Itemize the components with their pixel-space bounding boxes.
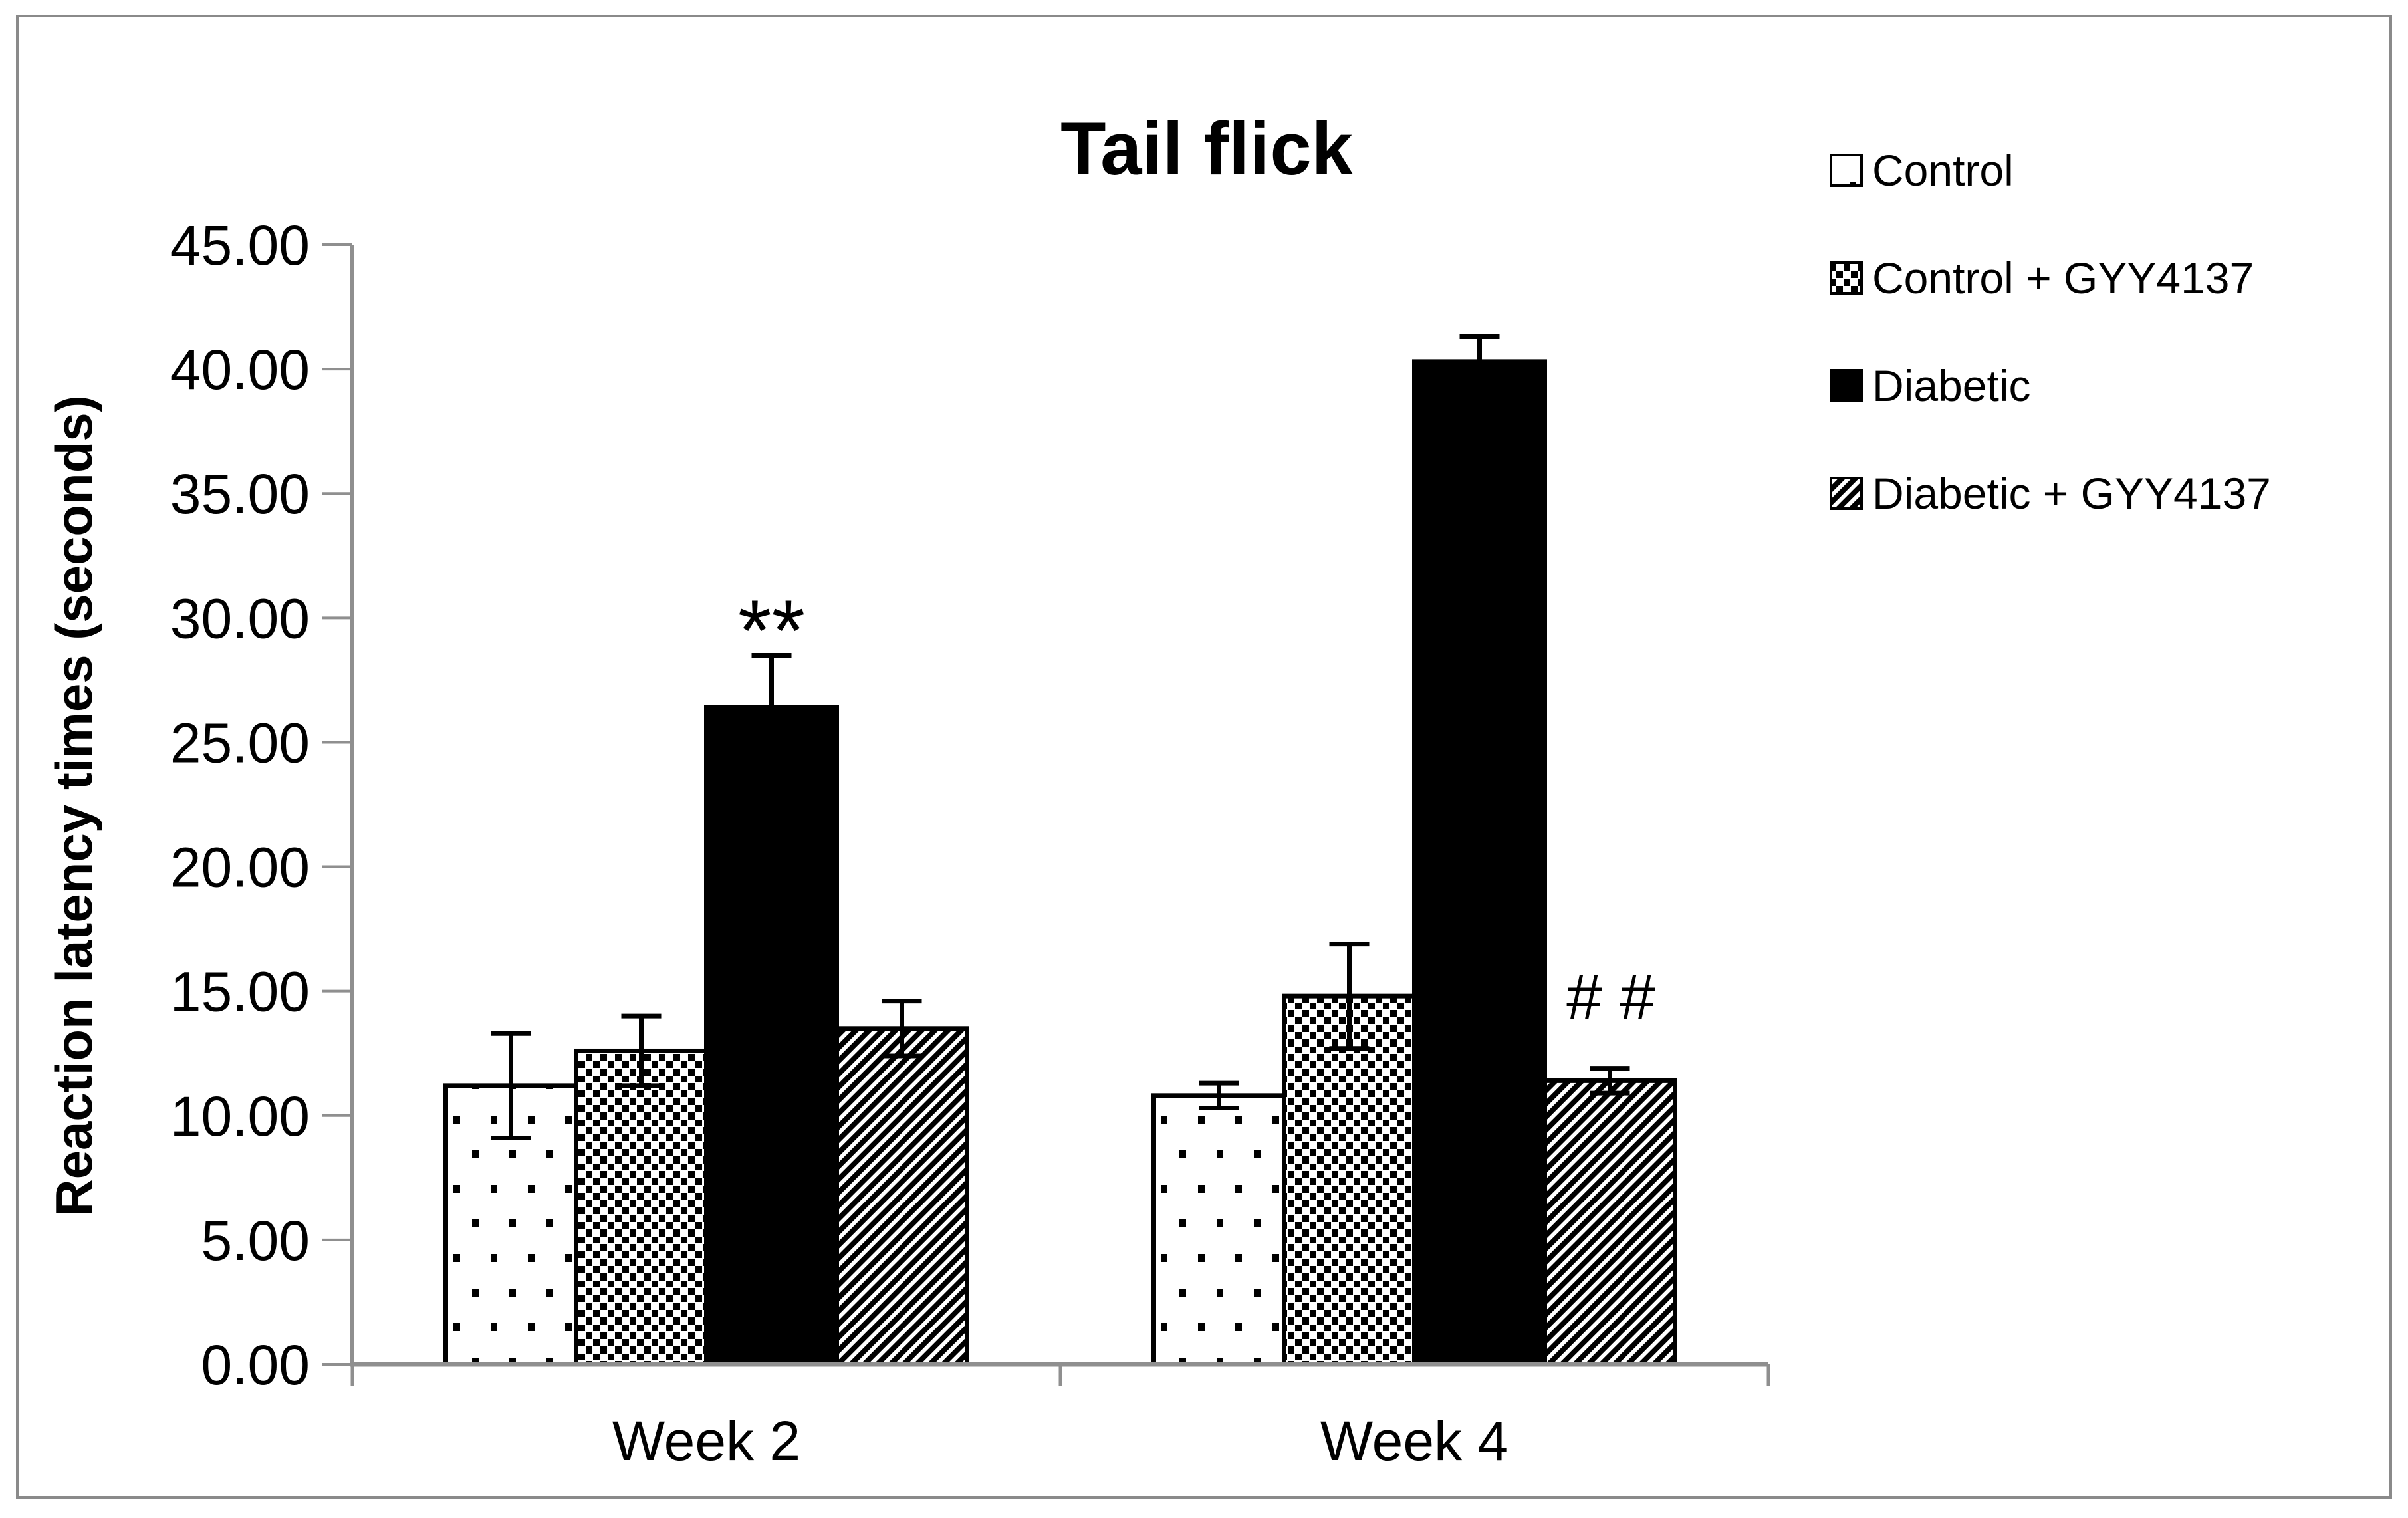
annotation--week-2: ** — [738, 582, 805, 679]
bars-group — [443, 359, 1677, 1367]
annotation--week-4: # # — [1566, 961, 1655, 1033]
bar-week-2-diabetic — [704, 705, 839, 1367]
y-tick-label-45.00: 45.00 — [170, 214, 310, 277]
y-tick-label-0.00: 0.00 — [201, 1334, 310, 1396]
bar-week-2-control-gyy4137 — [574, 1048, 709, 1367]
legend-group: Control Control + GYY4137 Diabetic Diabetic… — [1830, 146, 2271, 518]
y-tick-label-20.00: 20.00 — [170, 836, 310, 899]
error-bars-group — [491, 334, 1630, 1140]
legend-label-diabetic-gyy4137: Diabetic + GYY4137 — [1872, 469, 2271, 518]
legend-swatch-diabetic-gyy4137 — [1830, 477, 1863, 510]
bar-week-4-control — [1151, 1093, 1286, 1367]
y-tick-label-5.00: 5.00 — [201, 1209, 310, 1272]
legend-swatch-control-gyy4137 — [1830, 261, 1863, 295]
y-tick-label-15.00: 15.00 — [170, 961, 310, 1023]
y-tick-label-35.00: 35.00 — [170, 463, 310, 525]
y-tick-label-25.00: 25.00 — [170, 711, 310, 774]
bar-week-4-diabetic — [1412, 359, 1547, 1367]
annotations-group: ** # # — [738, 582, 1655, 1033]
legend-label-diabetic: Diabetic — [1872, 361, 2030, 410]
axes-group — [350, 245, 1770, 1386]
chart-title: Tail flick — [1060, 107, 1354, 190]
y-tick-label-10.00: 10.00 — [170, 1085, 310, 1148]
y-axis-title: Reaction latency times (seconds) — [45, 395, 103, 1216]
category-label-week-4: Week 4 — [1320, 1410, 1508, 1472]
y-axis-ticks-and-labels: 0.00 5.00 10.00 15.00 20.00 25.00 30.00 35.00 40… — [170, 214, 352, 1396]
category-label-week-2: Week 2 — [612, 1410, 800, 1472]
y-tick-label-30.00: 30.00 — [170, 587, 310, 650]
legend-swatch-diabetic — [1830, 369, 1863, 402]
legend-label-control-gyy4137: Control + GYY4137 — [1872, 253, 2254, 303]
legend-swatch-control — [1830, 154, 1863, 187]
category-labels-group: Week 2 Week 4 — [612, 1410, 1508, 1472]
bar-week-4-diabetic-gyy4137 — [1542, 1078, 1677, 1367]
legend-label-control: Control — [1872, 146, 2014, 195]
figure-border — [16, 15, 2392, 1499]
bar-week-4-control-gyy4137 — [1282, 993, 1417, 1367]
y-tick-label-40.00: 40.00 — [170, 338, 310, 401]
bar-week-2-diabetic-gyy4137 — [834, 1026, 969, 1367]
